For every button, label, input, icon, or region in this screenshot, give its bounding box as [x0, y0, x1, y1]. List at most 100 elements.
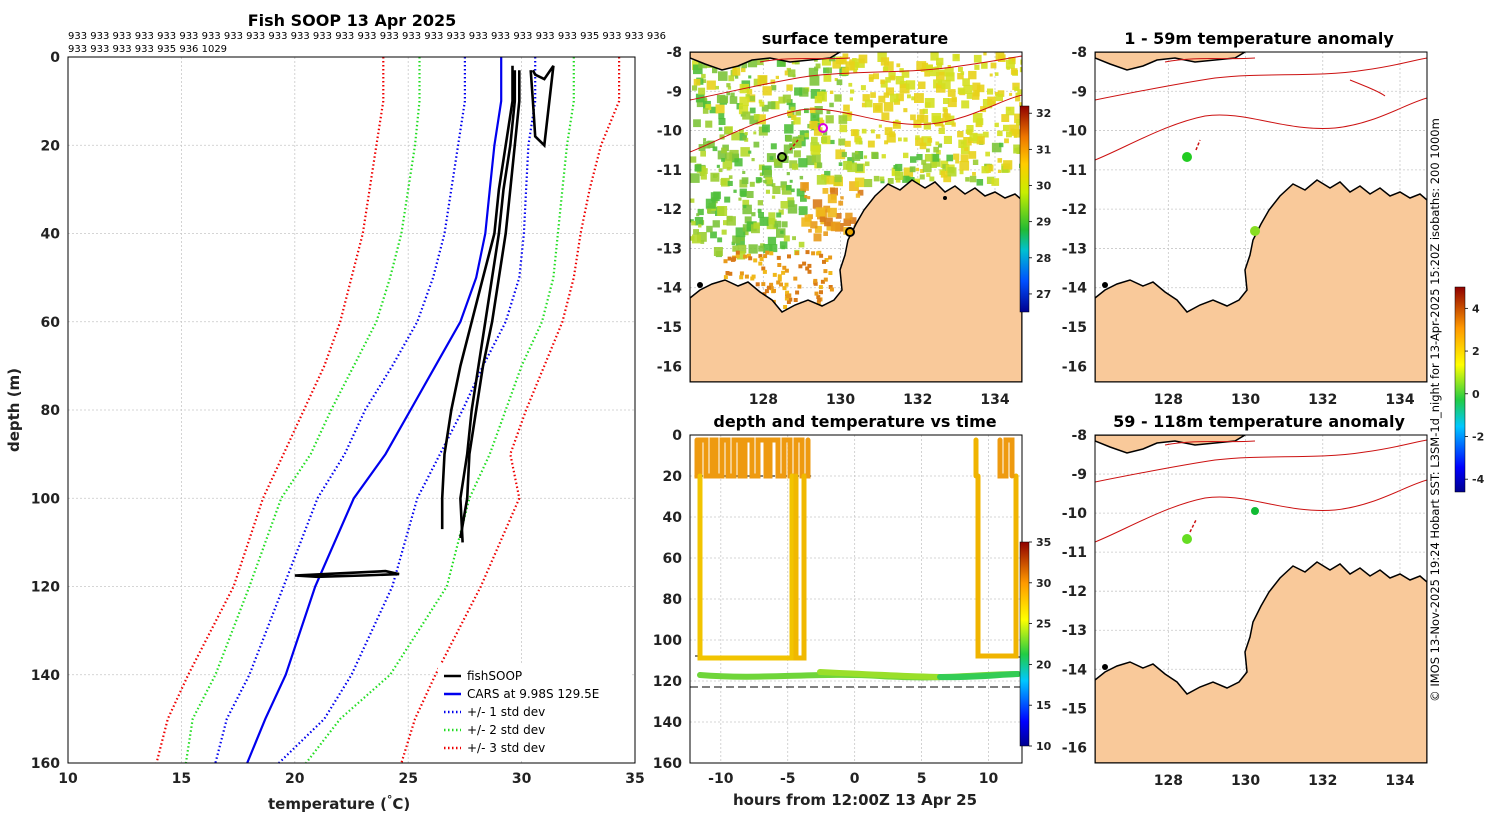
sst-cell — [732, 245, 739, 252]
legend-label: +/- 2 std dev — [467, 723, 545, 737]
sst-cell — [694, 164, 702, 172]
sst-cell — [824, 258, 829, 262]
sst-cell — [828, 255, 833, 260]
sst-cell — [849, 217, 857, 224]
sst-cell — [765, 250, 770, 255]
sst-title: surface temperature — [762, 29, 949, 48]
sst-cell — [811, 153, 821, 163]
sst-cell — [850, 89, 855, 94]
sst-cell — [905, 80, 916, 90]
sst-cell — [769, 286, 774, 291]
sst-cell — [814, 66, 819, 71]
sst-cell — [805, 266, 810, 271]
sst-cell — [727, 256, 732, 261]
anom2-isobaths — [1095, 439, 1427, 543]
sst-cell — [725, 271, 730, 275]
sst-cell — [809, 120, 818, 130]
sst-cell — [955, 159, 960, 164]
time-xtick: -10 — [708, 771, 734, 787]
sst-cell — [746, 88, 753, 95]
sst-cell — [765, 177, 773, 185]
sst-cell — [870, 92, 876, 98]
sst-cell — [838, 138, 846, 146]
sst-cell — [749, 95, 755, 102]
map-ytick: -12 — [657, 202, 682, 218]
sst-cell — [972, 113, 983, 123]
sst-cell — [757, 200, 763, 206]
profile-grid — [67, 56, 636, 764]
sst-cell — [885, 87, 894, 96]
sst-cell — [772, 288, 776, 293]
map-xtick: 134 — [1385, 773, 1414, 789]
time-ytick: 120 — [653, 674, 682, 690]
sst-cell — [947, 98, 957, 108]
profile-ytick: 100 — [31, 491, 60, 507]
sst-cell — [884, 140, 889, 145]
legend-label: +/- 3 std dev — [467, 741, 545, 755]
sst-cell — [793, 276, 798, 281]
sst-cell — [749, 181, 755, 187]
map-xtick: 130 — [1231, 773, 1260, 789]
sst-cell — [816, 162, 823, 168]
sst-cell — [802, 261, 807, 266]
sst-cell — [966, 93, 973, 99]
sst-cell — [953, 153, 960, 160]
anomaly-colorbar-ticks: -4 -2 0 2 4 — [1465, 302, 1485, 486]
sst-cell — [963, 84, 973, 94]
sst-cell — [898, 137, 902, 142]
colorbar-ticklabel: 32 — [1036, 107, 1051, 120]
sst-cell — [776, 255, 781, 260]
sst-cell — [836, 79, 843, 86]
sst-cell — [727, 86, 732, 90]
sst-cell — [743, 205, 747, 209]
sst-cell — [765, 189, 770, 194]
sst-cell — [873, 73, 879, 80]
sst-cell — [739, 271, 744, 276]
sst-cell — [915, 137, 924, 146]
sst-cell — [813, 233, 822, 242]
sst-cell — [868, 74, 875, 80]
sst-cell — [995, 52, 1005, 61]
sst-cell — [702, 108, 709, 114]
sst-cell — [980, 106, 987, 113]
sst-cell — [712, 67, 718, 74]
sst-cell — [842, 53, 849, 60]
map-ytick: -14 — [1062, 662, 1088, 678]
sst-cell — [790, 106, 795, 112]
sst-cell — [838, 162, 843, 166]
sst-cell — [716, 164, 720, 168]
sst-cell — [720, 178, 727, 185]
time-ytick: 100 — [653, 633, 682, 649]
sst-cell — [823, 277, 828, 282]
time-xtick: 10 — [979, 771, 999, 787]
sst-cell — [854, 62, 860, 68]
sst-cell — [737, 244, 747, 254]
sst-cell — [769, 156, 774, 160]
sst-cell — [887, 178, 894, 184]
sst-cell — [936, 71, 945, 81]
sst-cell — [827, 207, 837, 218]
sst-cell — [738, 104, 749, 115]
sst-cell — [772, 185, 781, 194]
anomaly-colorbar — [1454, 286, 1466, 493]
sst-cell — [883, 102, 894, 112]
sst-cell — [981, 62, 988, 69]
sst-cell — [733, 66, 737, 71]
sst-cell — [1003, 160, 1013, 170]
sst-cell — [786, 185, 792, 191]
sst-cell — [798, 241, 805, 248]
sst-cell — [748, 150, 752, 154]
anom2-point-b — [1251, 507, 1259, 515]
sst-cell — [753, 222, 760, 229]
sst-cell — [823, 74, 832, 82]
surface-temperature-map: surface temperature — [657, 29, 1052, 408]
sst-cell — [770, 79, 776, 85]
sst-cell — [886, 133, 896, 143]
sst-cell — [959, 170, 964, 175]
sst-cell — [799, 130, 809, 140]
sst-cell — [804, 108, 809, 114]
sst-cell — [787, 200, 795, 207]
sst-cell — [941, 79, 951, 90]
sst-cell — [872, 152, 879, 159]
sst-cell — [788, 297, 793, 302]
